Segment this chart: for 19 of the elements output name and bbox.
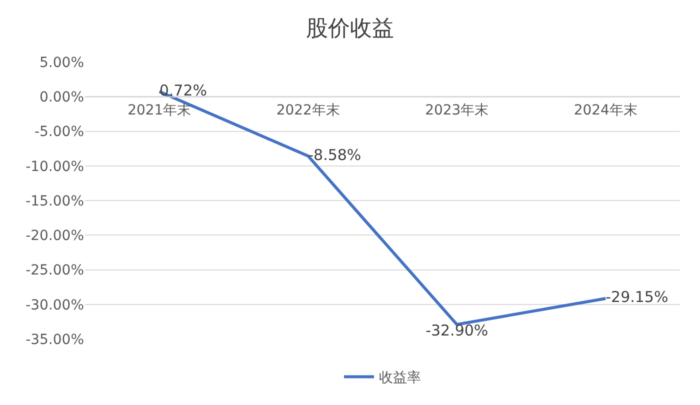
data-label: 0.72% [159, 81, 208, 100]
legend-label: 收益率 [379, 370, 421, 386]
y-tick-label: -10.00% [26, 158, 84, 175]
data-label: -8.58% [308, 146, 362, 164]
y-tick-label: -35.00% [26, 332, 84, 348]
data-label: -32.90% [426, 322, 488, 340]
x-tick-label: 2022年末 [276, 102, 340, 118]
y-tick-label: 5.00% [40, 54, 84, 71]
y-tick-label: 0.00% [40, 90, 84, 106]
y-tick-label: -15.00% [26, 193, 84, 210]
x-tick-label: 2024年末 [574, 102, 638, 118]
x-tick-label: 2023年末 [425, 102, 489, 118]
x-tick-label: 2021年末 [128, 102, 192, 118]
y-tick-label: -25.00% [26, 262, 84, 279]
y-tick-label: -30.00% [26, 297, 84, 314]
chart-title: 股价收益 [306, 16, 394, 42]
data-label: -29.15% [606, 288, 668, 306]
y-tick-label: -5.00% [34, 124, 84, 140]
y-tick-label: -20.00% [26, 228, 84, 244]
